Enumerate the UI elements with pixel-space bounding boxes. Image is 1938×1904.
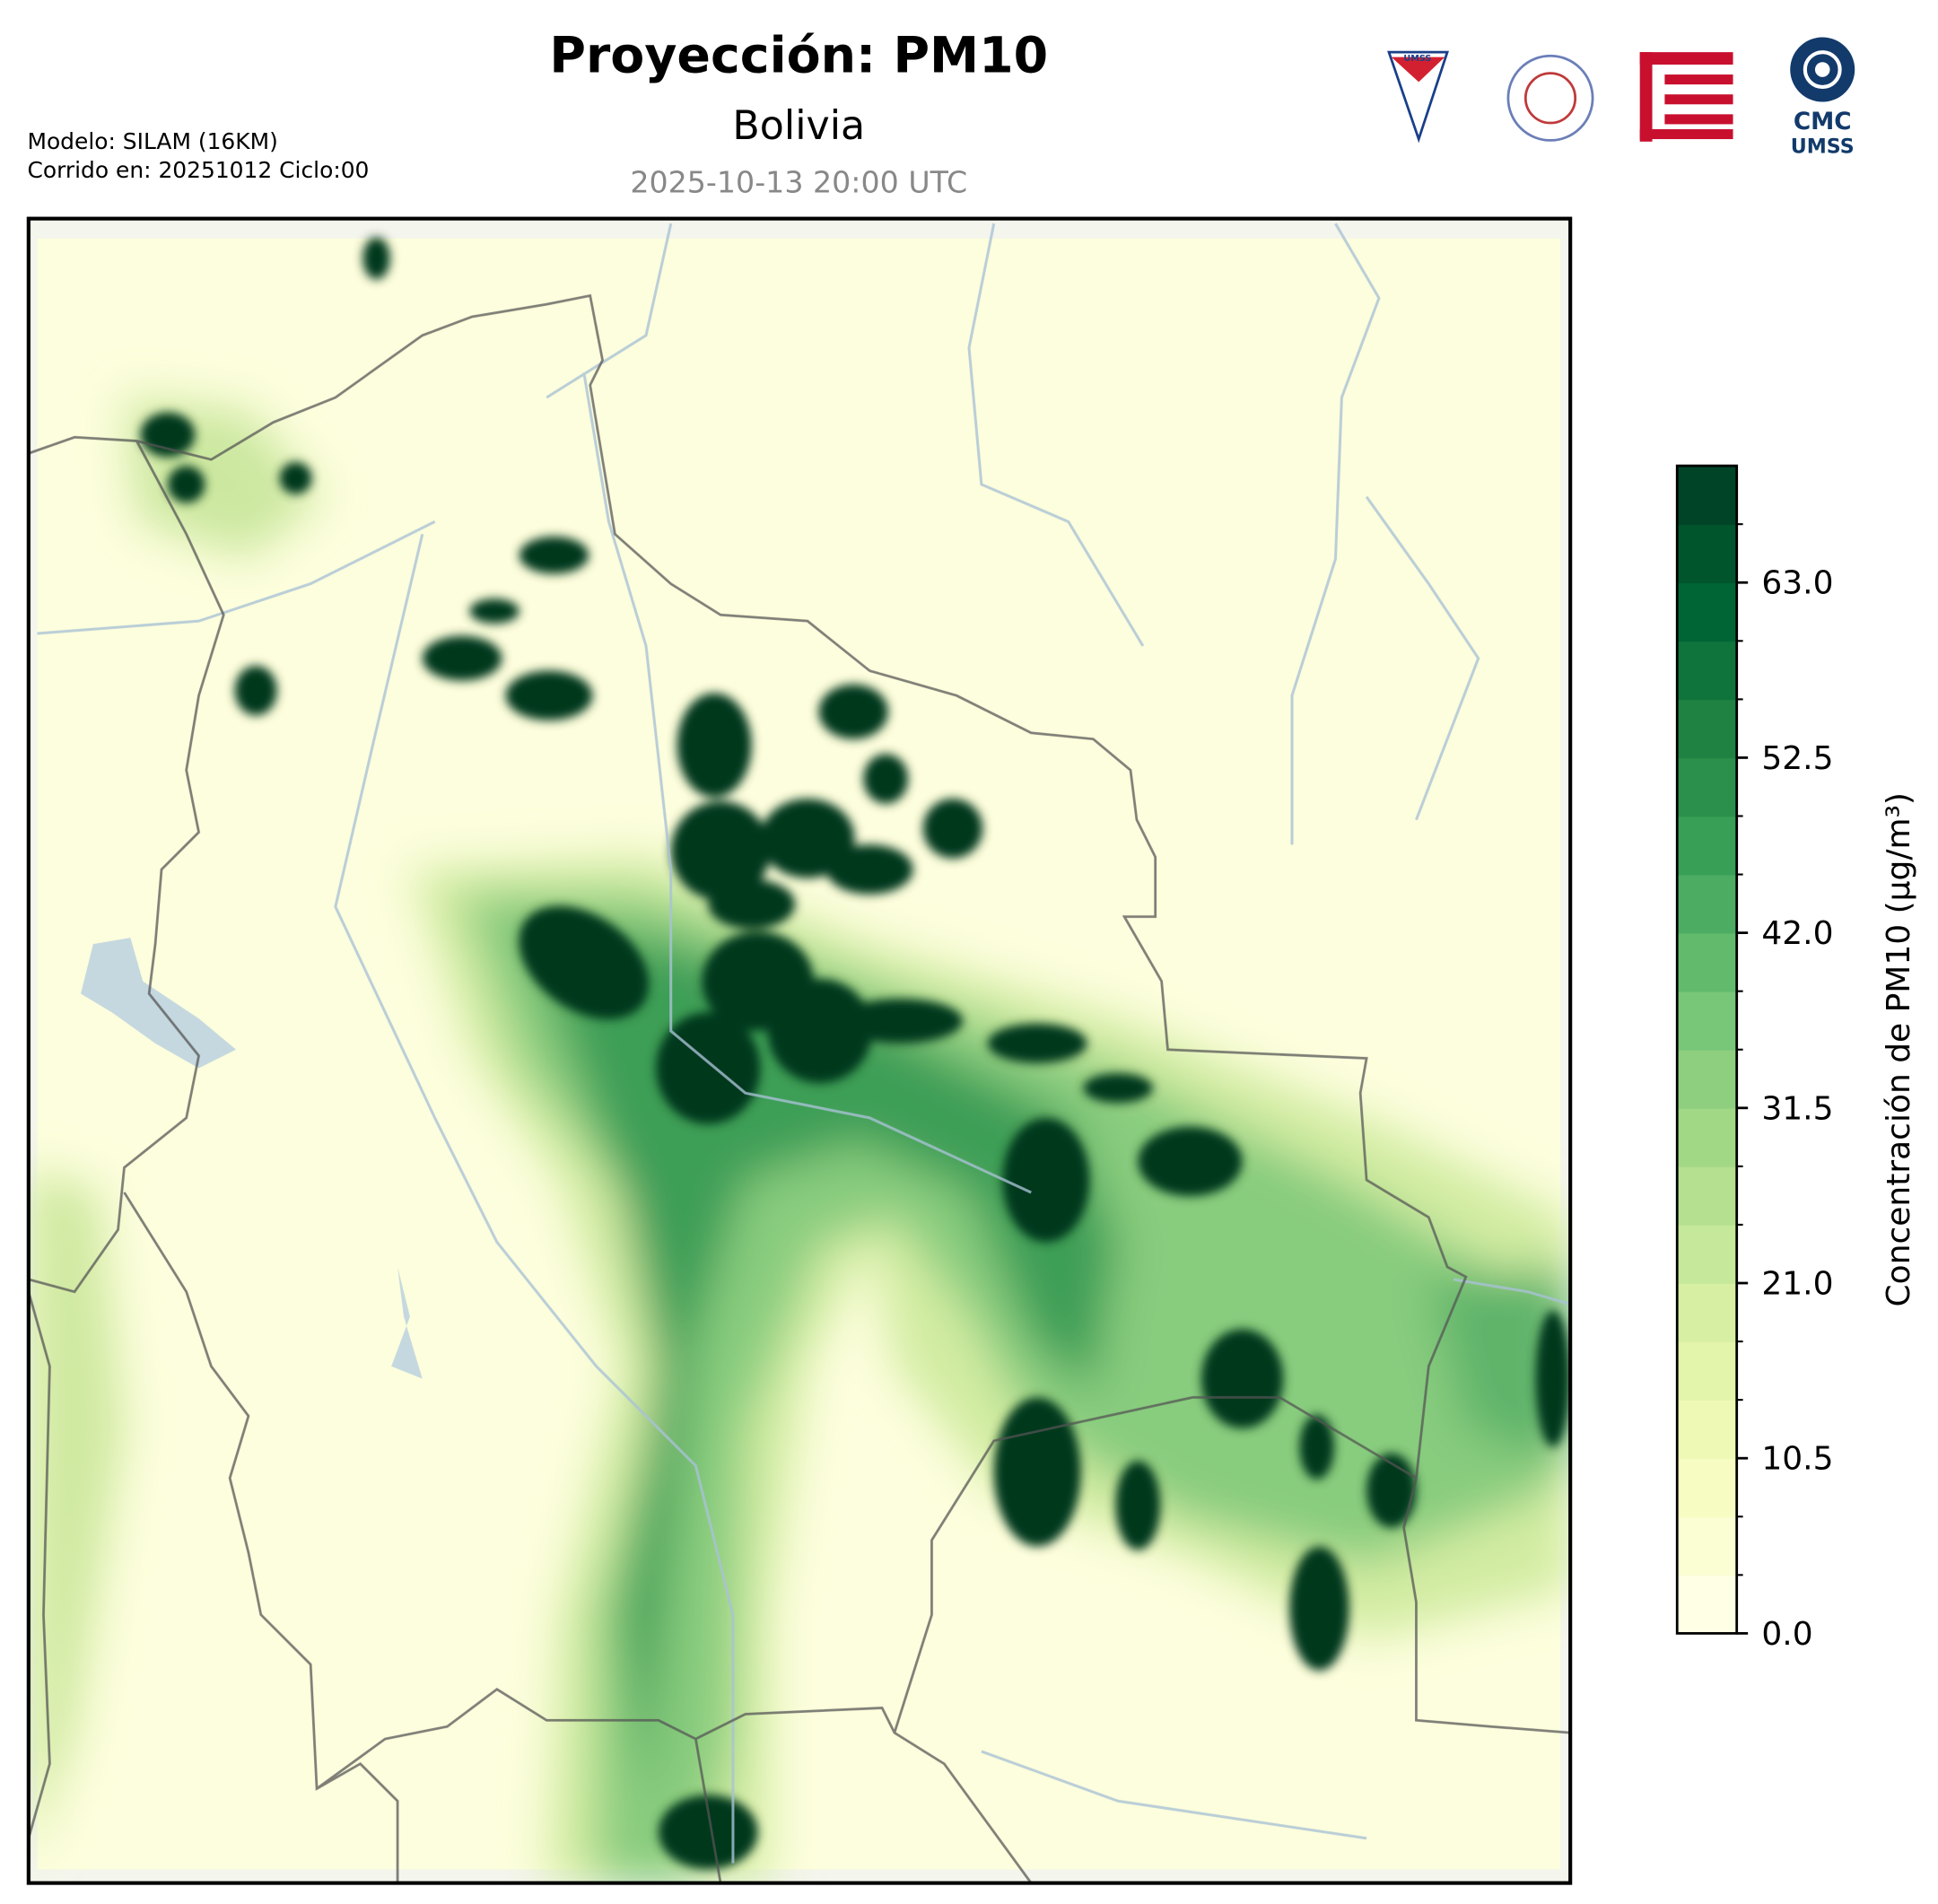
colorbar-tick-label: 63.0: [1761, 565, 1833, 602]
colorbar-swatch: [1677, 1341, 1737, 1401]
colorbar-tick-label: 10.5: [1761, 1441, 1833, 1478]
run-info: Corrido en: 20251012 Ciclo:00: [27, 157, 369, 183]
borders: [28, 293, 1571, 1883]
colorbar-tick-label: 21.0: [1761, 1265, 1833, 1302]
colorbar-swatch: [1677, 1458, 1737, 1518]
title: Proyección: PM10: [549, 27, 1048, 84]
model-info: Modelo: SILAM (16KM): [27, 128, 277, 154]
lake: [391, 1267, 423, 1379]
high-concentration: [140, 237, 1571, 1870]
colorbar-tick-label: 0.0: [1761, 1616, 1812, 1653]
colorbar-tick-label: 31.5: [1761, 1090, 1833, 1127]
colorbar-label: Concentración de PM10 (μg/m³): [1881, 792, 1917, 1306]
logo-text: UMSS: [1403, 54, 1431, 64]
colorbar-tick-label: 42.0: [1761, 915, 1833, 952]
colorbar-swatch: [1677, 1282, 1737, 1342]
colorbar-swatch: [1677, 757, 1737, 817]
colorbar-swatch: [1677, 1166, 1737, 1226]
colorbar-swatch: [1677, 1400, 1737, 1460]
colorbar-swatch: [1677, 991, 1737, 1051]
colorbar-swatch: [1677, 1049, 1737, 1109]
map: [28, 218, 1571, 1883]
colorbar-swatch: [1677, 582, 1737, 642]
colorbar-swatch: [1677, 1575, 1737, 1635]
rivers: [37, 223, 1571, 1864]
colorbar-swatch: [1677, 1107, 1737, 1167]
colorbar-swatch: [1677, 816, 1737, 876]
colorbar-swatch: [1677, 524, 1737, 584]
colorbar-swatch: [1677, 932, 1737, 992]
colorbar-swatch: [1677, 466, 1737, 526]
colorbar-swatch: [1677, 874, 1737, 934]
colorbar-swatch: [1677, 699, 1737, 759]
lake: [81, 938, 237, 1069]
colorbar-tick-label: 52.5: [1761, 740, 1833, 777]
colorbar-swatch: [1677, 1516, 1737, 1576]
subtitle: Bolivia: [732, 103, 865, 149]
logo-text: CMC: [1794, 109, 1852, 135]
logo-text: UMSS: [1791, 135, 1855, 158]
colorbar-swatch: [1677, 641, 1737, 701]
colorbar-swatch: [1677, 1224, 1737, 1284]
valid-time: 2025-10-13 20:00 UTC: [630, 165, 967, 200]
map-frame: [26, 216, 1573, 1885]
logos: UMSS CMC UMSS: [1387, 37, 1855, 158]
